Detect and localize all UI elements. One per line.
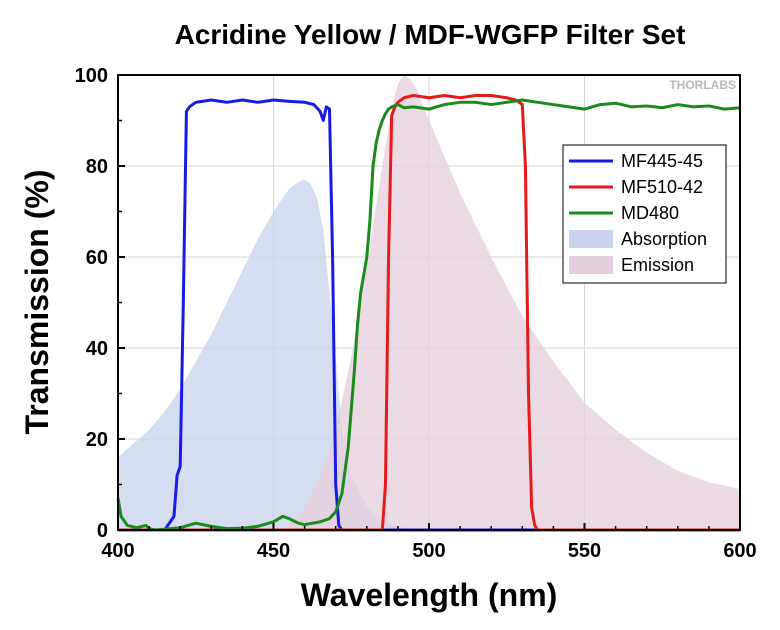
series-emission-area	[273, 75, 740, 530]
legend-swatch-absorption	[569, 230, 613, 248]
legend-label-mf445-45: MF445-45	[621, 151, 703, 171]
x-tick-label: 400	[101, 540, 134, 562]
chart-title: Acridine Yellow / MDF-WGFP Filter Set	[175, 19, 686, 50]
series-absorption-area	[118, 179, 429, 530]
y-tick-label: 0	[97, 520, 108, 542]
x-tick-label: 500	[412, 540, 445, 562]
y-axis-label: Transmission (%)	[19, 170, 55, 435]
y-tick-label: 20	[86, 429, 108, 451]
y-tick-label: 80	[86, 156, 108, 178]
y-tick-label: 40	[86, 338, 108, 360]
watermark-logo: THORLABS	[669, 78, 736, 92]
legend-label-absorption: Absorption	[621, 229, 707, 249]
y-tick-label: 100	[75, 65, 108, 87]
legend: MF445-45 MF510-42 MD480 Absorption Emission	[562, 144, 727, 284]
legend-label-emission: Emission	[621, 255, 694, 275]
x-tick-label: 550	[568, 540, 601, 562]
legend-label-mf510-42: MF510-42	[621, 177, 703, 197]
x-tick-label: 600	[723, 540, 756, 562]
series-md480-line	[116, 98, 741, 532]
x-axis-label: Wavelength (nm)	[301, 577, 558, 613]
legend-label-md480: MD480	[621, 203, 679, 223]
y-tick-label: 60	[86, 247, 108, 269]
legend-swatch-emission	[569, 256, 613, 274]
plot-area: THORLABS 400 450 500 550 600 0 20 40 60 80 100 MF445…	[75, 65, 757, 562]
series-mf510-42-line	[118, 93, 740, 532]
series-mf445-45-line	[118, 98, 740, 532]
x-tick-label: 450	[257, 540, 290, 562]
